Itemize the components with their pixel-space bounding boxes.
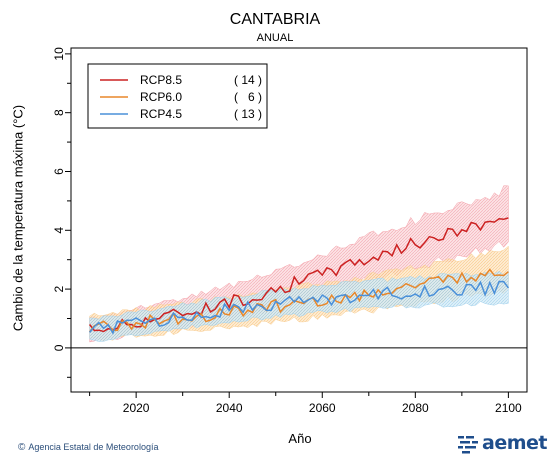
credit-line: © Agencia Estatal de Meteorología — [18, 442, 158, 453]
legend-entry-count: ( 6 ) — [234, 90, 262, 104]
y-tick-label: 10 — [52, 47, 66, 61]
legend-entry-count: ( 13 ) — [234, 107, 262, 121]
y-axis: 0 2 4 6 8 10 — [52, 47, 71, 378]
y-tick-label: 4 — [52, 227, 66, 234]
legend: RCP8.5 ( 14 ) RCP6.0 ( 6 ) RCP4.5 ( 13 ) — [87, 63, 268, 129]
x-axis-label: Año — [288, 431, 312, 446]
x-tick-label: 2060 — [309, 401, 336, 415]
series-line-rcp45 — [89, 280, 510, 335]
legend-entry-name: RCP6.0 — [140, 90, 182, 104]
x-tick-label: 2020 — [123, 401, 150, 415]
chart-subtitle: ANUAL — [256, 32, 294, 44]
legend-entry-name: RCP4.5 — [140, 107, 182, 121]
series-line-rcp85 — [89, 217, 509, 333]
chart-title: CANTABRIA — [229, 11, 321, 28]
plot-frame — [70, 47, 528, 393]
aemet-logo-text: aemet — [482, 432, 547, 454]
x-tick-label: 2100 — [495, 401, 522, 415]
x-tick-label: 2040 — [216, 401, 243, 415]
band-rcp45 — [89, 270, 509, 342]
credit-text: Agencia Estatal de Meteorología — [28, 442, 159, 452]
y-axis-label: Cambio de la temperatura máxima (°C) — [10, 104, 26, 332]
series-lines — [89, 217, 510, 335]
aemet-logo-icon — [458, 436, 478, 454]
legend-entry-name: RCP8.5 — [140, 73, 182, 87]
x-axis: 2020 2040 2060 2080 2100 — [89, 392, 522, 415]
aemet-logo: aemet — [458, 432, 550, 458]
series-line-rcp60 — [89, 268, 509, 333]
legend-entry-count: ( 14 ) — [234, 73, 262, 87]
legend-box — [87, 63, 268, 129]
x-tick-label: 2080 — [402, 401, 429, 415]
y-tick-label: 6 — [52, 168, 66, 175]
y-tick-label: 0 — [52, 344, 66, 351]
copyright-icon: © — [18, 442, 26, 453]
y-tick-label: 2 — [52, 285, 66, 292]
y-tick-label: 8 — [52, 109, 66, 116]
